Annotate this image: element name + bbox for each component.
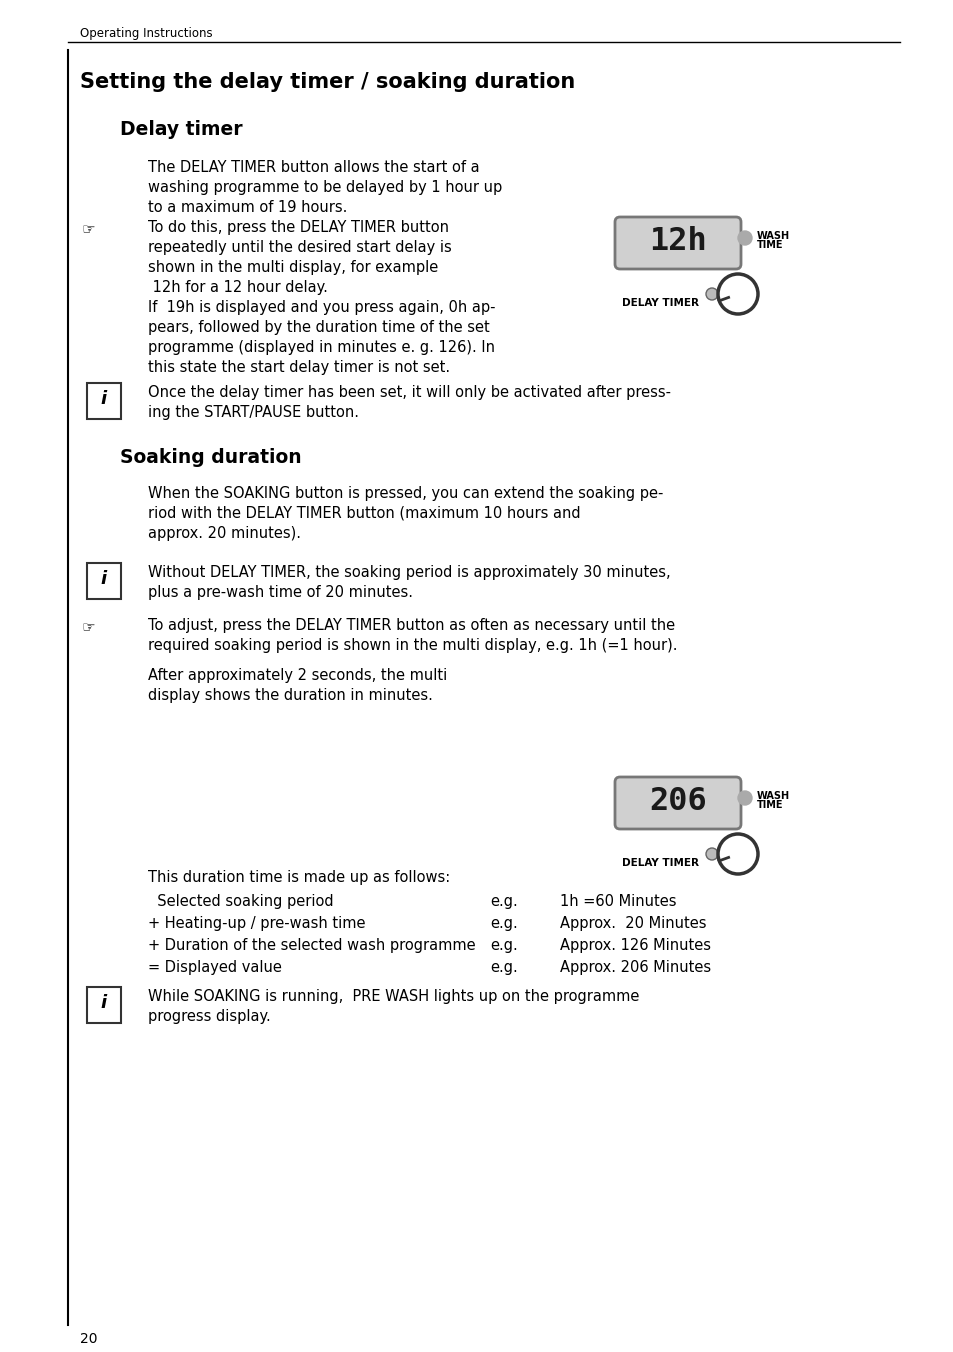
Circle shape [705, 848, 718, 860]
Text: Approx. 126 Minutes: Approx. 126 Minutes [559, 938, 710, 953]
Text: repeatedly until the desired start delay is: repeatedly until the desired start delay… [148, 241, 452, 256]
Text: plus a pre-wash time of 20 minutes.: plus a pre-wash time of 20 minutes. [148, 585, 413, 600]
Text: If  19h is displayed and you press again, 0h ap-: If 19h is displayed and you press again,… [148, 300, 495, 315]
Text: Operating Instructions: Operating Instructions [80, 27, 213, 41]
Text: To do this, press the DELAY TIMER button: To do this, press the DELAY TIMER button [148, 220, 449, 235]
Circle shape [738, 231, 751, 245]
Text: ing the START/PAUSE button.: ing the START/PAUSE button. [148, 406, 358, 420]
Text: progress display.: progress display. [148, 1009, 271, 1023]
FancyBboxPatch shape [87, 383, 121, 419]
Text: Setting the delay timer / soaking duration: Setting the delay timer / soaking durati… [80, 72, 575, 92]
Text: i: i [101, 571, 107, 588]
Text: When the SOAKING button is pressed, you can extend the soaking pe-: When the SOAKING button is pressed, you … [148, 485, 662, 502]
Text: ☞: ☞ [82, 621, 95, 635]
Text: e.g.: e.g. [490, 917, 517, 932]
Text: Selected soaking period: Selected soaking period [148, 894, 334, 909]
Text: 206: 206 [648, 786, 706, 817]
Text: e.g.: e.g. [490, 960, 517, 975]
Text: 12h for a 12 hour delay.: 12h for a 12 hour delay. [148, 280, 328, 295]
Text: Delay timer: Delay timer [120, 120, 242, 139]
Text: This duration time is made up as follows:: This duration time is made up as follows… [148, 869, 450, 886]
Text: Without DELAY TIMER, the soaking period is approximately 30 minutes,: Without DELAY TIMER, the soaking period … [148, 565, 670, 580]
Text: TIME: TIME [757, 800, 782, 810]
Text: ☞: ☞ [82, 222, 95, 237]
Text: riod with the DELAY TIMER button (maximum 10 hours and: riod with the DELAY TIMER button (maximu… [148, 506, 580, 521]
Text: The DELAY TIMER button allows the start of a: The DELAY TIMER button allows the start … [148, 160, 479, 174]
Text: To adjust, press the DELAY TIMER button as often as necessary until the: To adjust, press the DELAY TIMER button … [148, 618, 675, 633]
FancyBboxPatch shape [87, 562, 121, 599]
Text: display shows the duration in minutes.: display shows the duration in minutes. [148, 688, 433, 703]
FancyBboxPatch shape [615, 777, 740, 829]
Text: + Duration of the selected wash programme: + Duration of the selected wash programm… [148, 938, 476, 953]
FancyBboxPatch shape [615, 218, 740, 269]
FancyBboxPatch shape [87, 987, 121, 1023]
Text: + Heating-up / pre-wash time: + Heating-up / pre-wash time [148, 917, 365, 932]
Text: 1h =60 Minutes: 1h =60 Minutes [559, 894, 676, 909]
Text: approx. 20 minutes).: approx. 20 minutes). [148, 526, 301, 541]
Text: 12h: 12h [648, 226, 706, 257]
Text: While SOAKING is running,  PRE WASH lights up on the programme: While SOAKING is running, PRE WASH light… [148, 990, 639, 1005]
Text: DELAY TIMER: DELAY TIMER [621, 859, 699, 868]
Circle shape [738, 791, 751, 804]
Text: pears, followed by the duration time of the set: pears, followed by the duration time of … [148, 320, 489, 335]
Text: WASH: WASH [757, 231, 789, 241]
Text: e.g.: e.g. [490, 938, 517, 953]
Text: Approx.  20 Minutes: Approx. 20 Minutes [559, 917, 706, 932]
Text: programme (displayed in minutes e. g. 126). In: programme (displayed in minutes e. g. 12… [148, 339, 495, 356]
Text: Approx. 206 Minutes: Approx. 206 Minutes [559, 960, 710, 975]
Text: washing programme to be delayed by 1 hour up: washing programme to be delayed by 1 hou… [148, 180, 501, 195]
Text: e.g.: e.g. [490, 894, 517, 909]
Circle shape [705, 288, 718, 300]
Text: to a maximum of 19 hours.: to a maximum of 19 hours. [148, 200, 347, 215]
Text: 20: 20 [80, 1332, 97, 1347]
Text: Once the delay timer has been set, it will only be activated after press-: Once the delay timer has been set, it wi… [148, 385, 670, 400]
Text: i: i [101, 389, 107, 408]
Text: WASH: WASH [757, 791, 789, 800]
Text: required soaking period is shown in the multi display, e.g. 1h (=1 hour).: required soaking period is shown in the … [148, 638, 677, 653]
Text: DELAY TIMER: DELAY TIMER [621, 297, 699, 308]
Text: this state the start delay timer is not set.: this state the start delay timer is not … [148, 360, 450, 375]
Text: i: i [101, 994, 107, 1013]
Text: shown in the multi display, for example: shown in the multi display, for example [148, 260, 437, 274]
Text: After approximately 2 seconds, the multi: After approximately 2 seconds, the multi [148, 668, 447, 683]
Text: Soaking duration: Soaking duration [120, 448, 301, 466]
Text: = Displayed value: = Displayed value [148, 960, 281, 975]
Text: TIME: TIME [757, 241, 782, 250]
